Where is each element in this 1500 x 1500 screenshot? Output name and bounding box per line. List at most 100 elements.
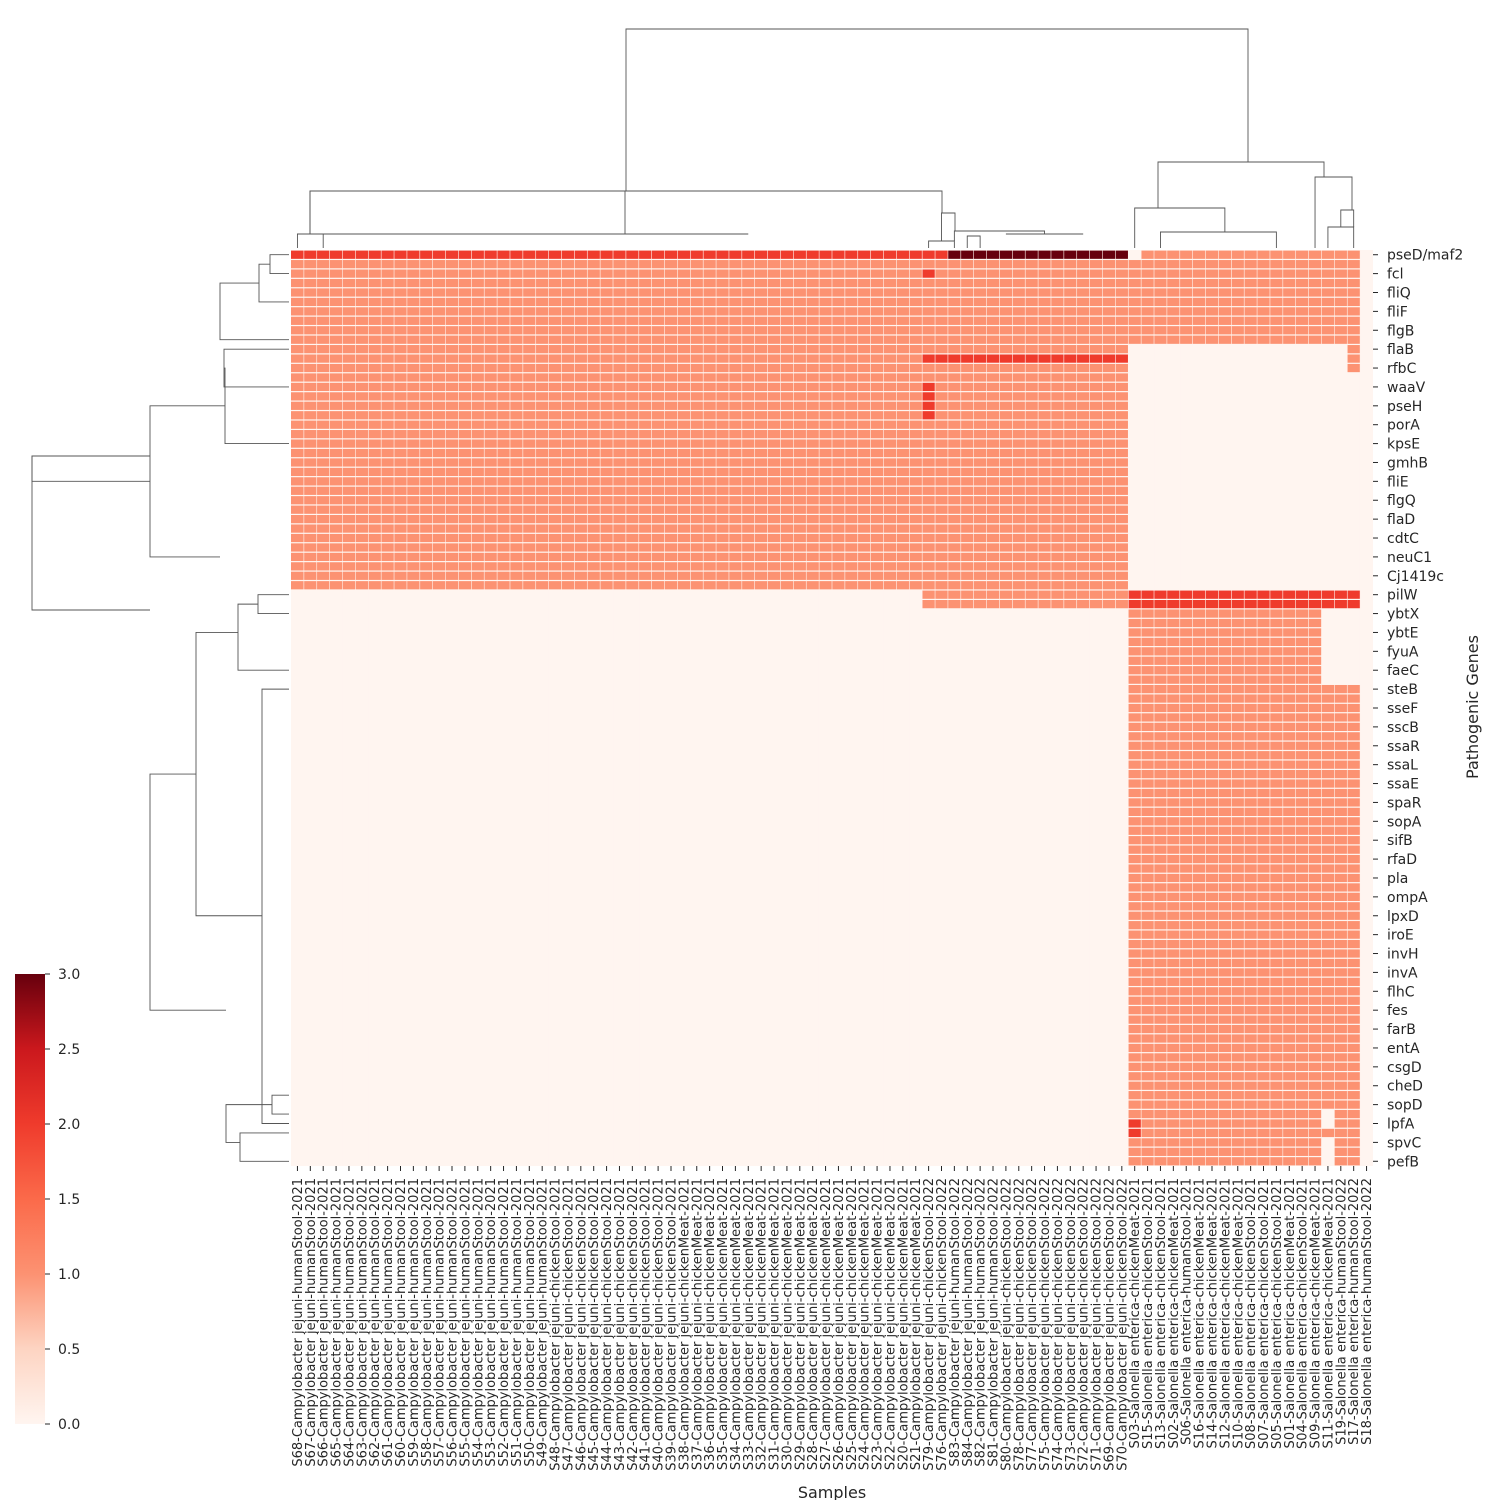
sample-label: S72-Campylobacter jejuni-chickenStool-20… — [1077, 1178, 1092, 1471]
sample-label: S41-Campylobacter jejuni-chickenStool-20… — [639, 1178, 654, 1471]
dendrogram-link — [1327, 226, 1355, 248]
gene-label: flaB — [1387, 342, 1414, 358]
sample-label: S56-Campylobacter jejuni-humanStool-2021 — [446, 1178, 461, 1467]
gene-label: pseH — [1387, 399, 1422, 415]
gene-label: flgB — [1387, 323, 1414, 339]
gene-label: rfaD — [1387, 852, 1417, 868]
gene-label: fes — [1387, 1003, 1408, 1019]
sample-label: S67-Campylobacter jejuni-humanStool-2021 — [304, 1178, 319, 1467]
heatmap-cell — [1128, 1119, 1142, 1128]
gene-label: sscB — [1387, 720, 1419, 736]
dendrogram-link — [257, 594, 289, 615]
gene-label: invH — [1387, 947, 1419, 963]
sample-label: S22-Campylobacter jejuni-chickenMeat-202… — [883, 1178, 898, 1470]
sample-label: S36-Campylobacter jejuni-chickenMeat-202… — [703, 1178, 718, 1470]
sample-label: S43-Campylobacter jejuni-chickenStool-20… — [613, 1178, 628, 1471]
sample-label: S01-Salonella enterica-chickenMeat-2021 — [1283, 1178, 1298, 1448]
heatmap-cell — [1128, 609, 1322, 618]
sample-label: S42-Campylobacter jejuni-chickenStool-20… — [626, 1178, 641, 1471]
dendrogram-link — [1157, 161, 1325, 208]
sample-label: S66-Campylobacter jejuni-humanStool-2021 — [317, 1178, 332, 1467]
dendrogram-link — [1160, 231, 1277, 248]
gene-label: ssaR — [1387, 739, 1420, 755]
gene-label: cdtC — [1387, 531, 1419, 547]
sample-label: S15-Salonella enterica-chickenStool-2021 — [1141, 1178, 1156, 1449]
sample-label: S31-Campylobacter jejuni-chickenMeat-202… — [768, 1178, 783, 1470]
gene-label: farB — [1387, 1022, 1416, 1038]
gene-label: rfbC — [1387, 361, 1417, 377]
heatmap-cell — [922, 269, 936, 278]
dendrogram-link — [195, 632, 262, 917]
sample-label: S62-Campylobacter jejuni-humanStool-2021 — [368, 1178, 383, 1467]
sample-label: S06-Salonella enterica-humanStool-2021 — [1180, 1178, 1195, 1445]
sample-label: S45-Campylobacter jejuni-chickenStool-20… — [587, 1178, 602, 1471]
sample-label: S84-Campylobacter jejuni-humanStool-2022 — [961, 1178, 976, 1467]
sample-label: S61-Campylobacter jejuni-humanStool-2021 — [381, 1178, 396, 1467]
heatmap-cell — [291, 269, 923, 278]
dendrogram-link — [309, 190, 626, 234]
sample-label: S40-Campylobacter jejuni-chickenStool-20… — [652, 1178, 667, 1471]
dendrogram-link — [31, 455, 150, 482]
heatmap-cell — [291, 288, 1361, 297]
sample-label: S63-Campylobacter jejuni-humanStool-2021 — [355, 1178, 370, 1467]
dendrogram-link — [296, 233, 324, 248]
sample-label: S02-Salonella enterica-chickenMeat-2021 — [1167, 1178, 1182, 1448]
sample-label: S03-Salonella enterica-chickenMeat-2021 — [1128, 1178, 1143, 1448]
heatmap-cell — [935, 401, 1129, 410]
dendrogram-link — [269, 254, 289, 275]
dendrogram-link — [261, 688, 289, 1124]
dendrogram-link — [953, 230, 1045, 241]
heatmap-grid — [291, 250, 1373, 1166]
heatmap-cell — [291, 363, 1129, 373]
dendrogram-link — [237, 603, 289, 671]
heatmap-cell — [1141, 1128, 1361, 1138]
gene-label: fcl — [1387, 267, 1404, 283]
heatmap-cell — [291, 326, 1361, 335]
heatmap-cell — [1347, 363, 1361, 373]
dendrogram-link — [223, 348, 289, 388]
sample-label: S52-Campylobacter jejuni-humanStool-2021 — [497, 1178, 512, 1467]
heatmap-cell — [291, 250, 948, 259]
colorbar-tick-label: 1.0 — [58, 1267, 80, 1283]
heatmap-cell — [291, 392, 923, 401]
sample-label: S37-Campylobacter jejuni-chickenMeat-202… — [690, 1178, 705, 1470]
sample-label: S65-Campylobacter jejuni-humanStool-2021 — [330, 1178, 345, 1467]
heatmap-cell — [291, 411, 923, 420]
gene-label: ybtX — [1387, 607, 1420, 623]
sample-label: S38-Campylobacter jejuni-chickenMeat-202… — [677, 1178, 692, 1470]
sample-labels: S68-Campylobacter jejuni-humanStool-2021… — [291, 1166, 1375, 1471]
gene-label: pla — [1387, 871, 1408, 887]
gene-label: sopA — [1387, 814, 1422, 830]
heatmap-cell — [291, 335, 1361, 344]
gene-label: pilW — [1387, 588, 1418, 604]
sample-label: S12-Salonella enterica-chickenMeat-2021 — [1218, 1178, 1233, 1448]
gene-label: fliF — [1387, 304, 1408, 320]
gene-label: sopD — [1387, 1098, 1423, 1114]
sample-label: S44-Campylobacter jejuni-chickenStool-20… — [600, 1178, 615, 1471]
heatmap-cell — [1128, 647, 1322, 656]
heatmap-cell — [291, 430, 1129, 439]
heatmap-cell — [291, 467, 1129, 477]
heatmap-cell — [1128, 1109, 1322, 1119]
gene-label: kpsE — [1387, 437, 1420, 453]
sample-label: S10-Salonella enterica-chickenMeat-2021 — [1231, 1178, 1246, 1448]
sample-label: S59-Campylobacter jejuni-humanStool-2021 — [407, 1178, 422, 1467]
heatmap-cell — [291, 420, 1129, 429]
heatmap-cell — [1128, 637, 1322, 647]
sample-label: S79-Campylobacter jejuni-chickenStool-20… — [922, 1178, 937, 1471]
sample-label: S64-Campylobacter jejuni-humanStool-2021 — [342, 1178, 357, 1467]
gene-label: neuC1 — [1387, 550, 1432, 566]
heatmap-cell — [291, 496, 1129, 505]
sample-label: S74-Campylobacter jejuni-chickenStool-20… — [1051, 1178, 1066, 1471]
heatmap-cell — [291, 486, 1129, 495]
sample-label: S23-Campylobacter jejuni-chickenMeat-202… — [871, 1178, 886, 1470]
sample-label: S30-Campylobacter jejuni-chickenMeat-202… — [780, 1178, 795, 1470]
dendrogram-link — [1134, 207, 1226, 248]
sample-label: S75-Campylobacter jejuni-chickenStool-20… — [1038, 1178, 1053, 1471]
dendrogram-link — [149, 773, 226, 1011]
heatmap-cell — [291, 316, 1361, 325]
heatmap-cell — [1128, 666, 1322, 675]
gene-label: porA — [1387, 418, 1420, 434]
sample-label: S80-Campylobacter jejuni-chickenStool-20… — [999, 1178, 1014, 1471]
